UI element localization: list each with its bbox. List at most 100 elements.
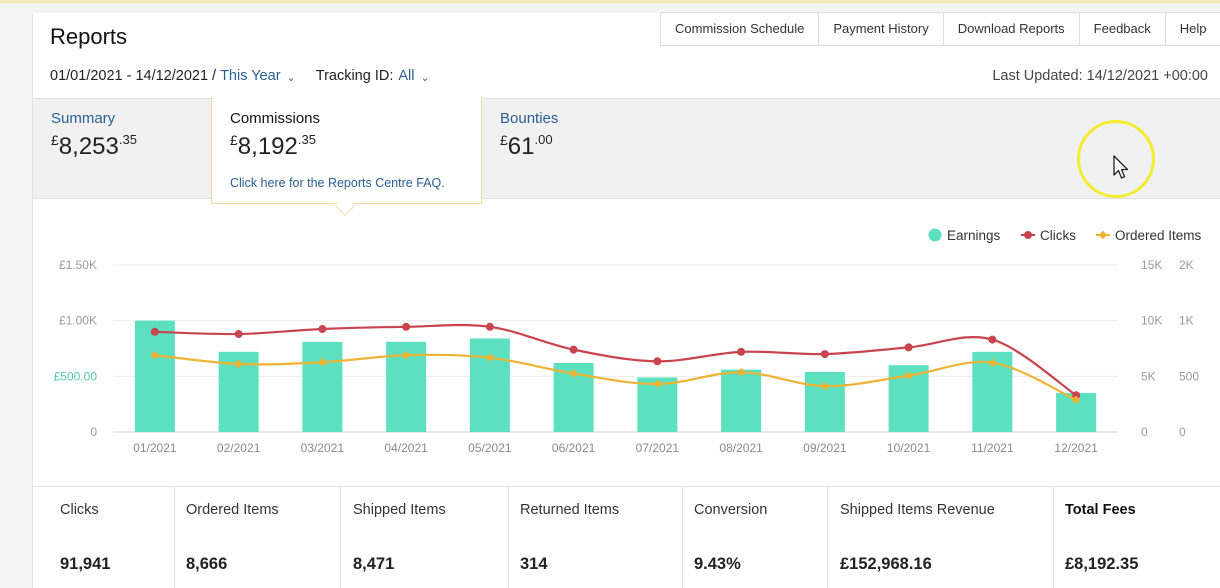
legend-earnings-marker	[928, 228, 942, 242]
legend-clicks-label: Clicks	[1040, 228, 1076, 243]
stat-label: Ordered Items	[186, 502, 279, 518]
help-tab[interactable]: Help	[1166, 13, 1220, 45]
y-left-tick-label: £500.00	[54, 369, 98, 383]
stat-clicks: Clicks 91,941	[33, 487, 175, 588]
tracking-dropdown[interactable]: All	[398, 68, 415, 84]
stat-value: 91,941	[60, 555, 111, 573]
stat-total-fees: Total Fees £8,192.35	[1054, 487, 1220, 588]
stat-label: Shipped Items	[353, 502, 446, 518]
stat-value: 9.43%	[694, 555, 741, 573]
ordered-items-point	[234, 359, 243, 369]
earnings-chart: 0 0 0 £500.00 5K 500 £1.00K 10K 1K £1.50K 15K 2K 01/…	[54, 228, 1202, 455]
ordered-items-point	[485, 353, 495, 362]
legend-ordered-label: Ordered Items	[1115, 228, 1202, 243]
date-separator: /	[212, 68, 217, 84]
stat-label: Conversion	[694, 502, 768, 518]
x-tick-label: 06/2021	[552, 441, 596, 455]
page-title: Reports	[50, 24, 128, 49]
stat-value: 314	[520, 555, 548, 573]
chevron-down-icon[interactable]: ⌄	[286, 71, 296, 84]
feedback-tab[interactable]: Feedback	[1080, 13, 1166, 45]
clicks-point	[653, 357, 662, 366]
tracking-label: Tracking ID:	[315, 68, 394, 84]
x-tick-label: 03/2021	[301, 441, 345, 455]
y-left-tick-label: £1.00K	[59, 314, 97, 328]
y-right2-tick-label: 1K	[1179, 314, 1194, 328]
clicks-point	[569, 345, 578, 354]
stat-label: Returned Items	[520, 502, 620, 518]
bounties-card[interactable]: Bounties £61.00	[500, 110, 558, 161]
download-reports-tab[interactable]: Download Reports	[944, 13, 1080, 45]
legend-clicks-marker	[1024, 231, 1032, 239]
faq-link[interactable]: Click here for the Reports Centre FAQ.	[230, 176, 445, 190]
clicks-point	[737, 347, 746, 356]
cursor-highlight	[1077, 120, 1155, 198]
stats-row: Clicks 91,941 Ordered Items 8,666 Shippe…	[33, 486, 1220, 588]
x-tick-label: 12/2021	[1054, 441, 1098, 455]
ordered-items-point	[401, 350, 411, 360]
stat-returned-items: Returned Items 314	[509, 487, 683, 588]
stat-ordered-items: Ordered Items 8,666	[175, 487, 341, 588]
y-right-tick-label: 0	[1141, 425, 1148, 439]
clicks-point	[318, 325, 327, 334]
y-right2-tick-label: 2K	[1179, 258, 1194, 272]
commissions-popover	[211, 97, 482, 204]
clicks-point	[820, 350, 829, 359]
earnings-bar	[302, 341, 343, 432]
stat-label: Clicks	[60, 502, 99, 518]
bounties-label[interactable]: Bounties	[500, 110, 559, 127]
last-updated: Last Updated: 14/12/2021 +00:00	[992, 68, 1208, 84]
stat-label: Total Fees	[1065, 502, 1136, 518]
earnings-bar	[804, 371, 845, 432]
stat-value: 8,666	[186, 555, 228, 573]
y-right2-tick-label: 500	[1179, 369, 1199, 383]
clicks-point	[234, 330, 243, 339]
earnings-bar	[134, 320, 175, 432]
stat-value: £8,192.35	[1065, 555, 1139, 573]
period-dropdown[interactable]: This Year	[220, 68, 281, 84]
stat-value: £152,968.16	[840, 555, 932, 573]
y-right-tick-label: 15K	[1141, 258, 1162, 272]
x-tick-label: 09/2021	[803, 441, 847, 455]
clicks-point	[402, 322, 411, 331]
commissions-card[interactable]: Commissions £8,192.35	[230, 110, 320, 161]
commissions-label: Commissions	[230, 110, 321, 127]
clicks-point	[988, 335, 997, 344]
chevron-down-icon[interactable]: ⌄	[420, 71, 430, 84]
y-left-tick-label: 0	[90, 425, 97, 439]
y-right2-tick-label: 0	[1179, 425, 1186, 439]
ordered-items-line	[154, 353, 1077, 401]
summary-value: £8,253.35	[51, 132, 137, 160]
payment-history-tab[interactable]: Payment History	[819, 13, 944, 45]
x-tick-label: 01/2021	[133, 441, 177, 455]
y-left-tick-label: £1.50K	[59, 258, 97, 272]
bounties-value: £61.00	[500, 132, 553, 160]
ordered-items-point	[988, 358, 997, 367]
earnings-bar	[469, 338, 510, 432]
legend-ordered-marker	[1098, 230, 1108, 240]
stat-shipped-revenue: Shipped Items Revenue £152,968.16	[828, 487, 1054, 588]
y-right-tick-label: 10K	[1141, 314, 1162, 328]
mouse-pointer-icon	[1113, 155, 1129, 179]
stat-value: 8,471	[353, 555, 395, 573]
summary-label[interactable]: Summary	[51, 110, 116, 127]
stat-label: Shipped Items Revenue	[840, 502, 995, 518]
summary-card[interactable]: Summary £8,253.35	[51, 110, 137, 161]
x-tick-label: 11/2021	[971, 441, 1014, 455]
ordered-items-point	[318, 358, 327, 367]
x-tick-label: 04/2021	[384, 441, 428, 455]
report-nav: Commission Schedule Payment History Down…	[660, 12, 1220, 46]
clicks-point	[485, 322, 494, 331]
commission-schedule-tab[interactable]: Commission Schedule	[661, 13, 820, 45]
clicks-line	[154, 323, 1077, 397]
commissions-value: £8,192.35	[230, 132, 316, 160]
filter-bar: 01/01/2021 - 14/12/2021 / This Year ⌄ Tr…	[50, 68, 430, 84]
date-range: 01/01/2021 - 14/12/2021	[50, 68, 209, 84]
earnings-bar	[721, 369, 762, 432]
x-tick-label: 07/2021	[636, 441, 680, 455]
stat-shipped-items: Shipped Items 8,471	[341, 487, 509, 588]
x-tick-label: 08/2021	[719, 441, 763, 455]
clicks-point	[150, 327, 159, 336]
x-tick-label: 05/2021	[468, 441, 512, 455]
stat-conversion: Conversion 9.43%	[683, 487, 828, 588]
